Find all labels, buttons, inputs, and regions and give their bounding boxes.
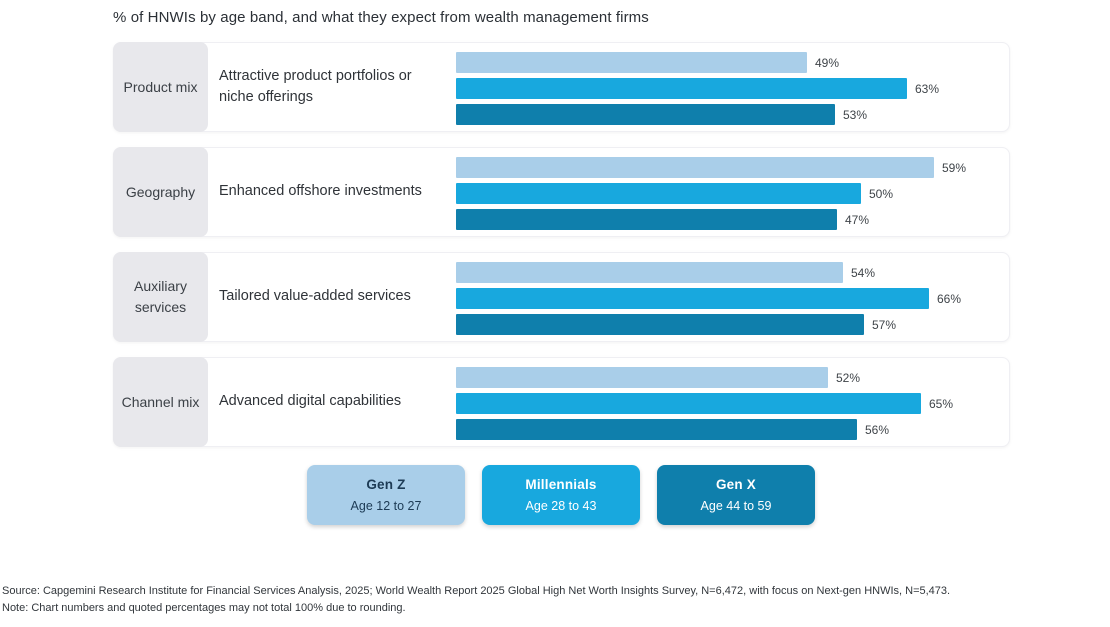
bar-value-label: 53%	[843, 107, 868, 122]
bar-row: 59%	[456, 157, 966, 178]
bar	[456, 78, 907, 99]
category-card: Geography Enhanced offshore investments …	[113, 147, 1010, 237]
bar	[456, 52, 807, 73]
bar-value-label: 52%	[836, 370, 861, 385]
legend-series-name: Gen X	[715, 477, 756, 492]
expectation-label: Tailored value-added services	[219, 288, 411, 305]
bar-row: 49%	[456, 52, 939, 73]
bar-group: 59% 50% 47%	[456, 157, 966, 230]
bar-group: 54% 66% 57%	[456, 262, 961, 335]
bar	[456, 393, 921, 414]
expectation-label: Advanced digital capabilities	[219, 393, 402, 410]
legend-series-name: Gen Z	[366, 477, 406, 492]
expectation-label: Attractive product portfolios or niche o…	[219, 67, 412, 105]
legend-age-band: Age 44 to 59	[700, 499, 772, 513]
bar-row: 63%	[456, 78, 939, 99]
legend-series-name: Millennials	[525, 477, 597, 492]
bar-value-label: 54%	[851, 265, 876, 280]
category-card: Channel mix Advanced digital capabilitie…	[113, 357, 1010, 447]
bar	[456, 104, 835, 125]
bar-value-label: 59%	[942, 160, 967, 175]
legend-item: Millennials Age 28 to 43	[482, 465, 640, 525]
legend-item: Gen X Age 44 to 59	[657, 465, 815, 525]
bar-value-label: 47%	[845, 212, 870, 227]
bar-group: 52% 65% 56%	[456, 367, 953, 440]
category-label: Geography	[113, 147, 208, 237]
bar	[456, 367, 828, 388]
bar-row: 65%	[456, 393, 953, 414]
bar-value-label: 63%	[915, 81, 940, 96]
bar-value-label: 49%	[815, 55, 840, 70]
bar-row: 57%	[456, 314, 961, 335]
bar-row: 53%	[456, 104, 939, 125]
category-label: Product mix	[113, 42, 208, 132]
legend-item: Gen Z Age 12 to 27	[307, 465, 465, 525]
bar-row: 47%	[456, 209, 966, 230]
legend-age-band: Age 28 to 43	[525, 499, 597, 513]
category-card: Auxiliary services Tailored value-added …	[113, 252, 1010, 342]
bar-row: 50%	[456, 183, 966, 204]
bar	[456, 262, 843, 283]
category-label: Auxiliary services	[113, 252, 208, 342]
legend-age-band: Age 12 to 27	[350, 499, 422, 513]
bar-value-label: 50%	[869, 186, 894, 201]
bar-row: 54%	[456, 262, 961, 283]
source-note-block: Source: Capgemini Research Institute for…	[2, 583, 1102, 617]
bar-row: 56%	[456, 419, 953, 440]
bar-group: 49% 63% 53%	[456, 52, 939, 125]
bar-value-label: 56%	[865, 422, 890, 437]
chart-legend: Gen Z Age 12 to 27 Millennials Age 28 to…	[307, 465, 815, 525]
bar	[456, 314, 864, 335]
bar	[456, 209, 837, 230]
bar-value-label: 66%	[937, 291, 962, 306]
bar-row: 52%	[456, 367, 953, 388]
chart-title: % of HNWIs by age band, and what they ex…	[113, 9, 649, 26]
expectation-label: Enhanced offshore investments	[219, 183, 422, 200]
bar	[456, 288, 929, 309]
bar-value-label: 57%	[872, 317, 897, 332]
category-label: Channel mix	[113, 357, 208, 447]
bar-row: 66%	[456, 288, 961, 309]
bar-value-label: 65%	[929, 396, 954, 411]
note-text: Note: Chart numbers and quoted percentag…	[2, 602, 406, 614]
bar	[456, 419, 857, 440]
source-text: Source: Capgemini Research Institute for…	[2, 585, 951, 597]
bar	[456, 157, 934, 178]
bar	[456, 183, 861, 204]
category-card: Product mix Attractive product portfolio…	[113, 42, 1010, 132]
chart-rows: Product mix Attractive product portfolio…	[113, 42, 1010, 447]
